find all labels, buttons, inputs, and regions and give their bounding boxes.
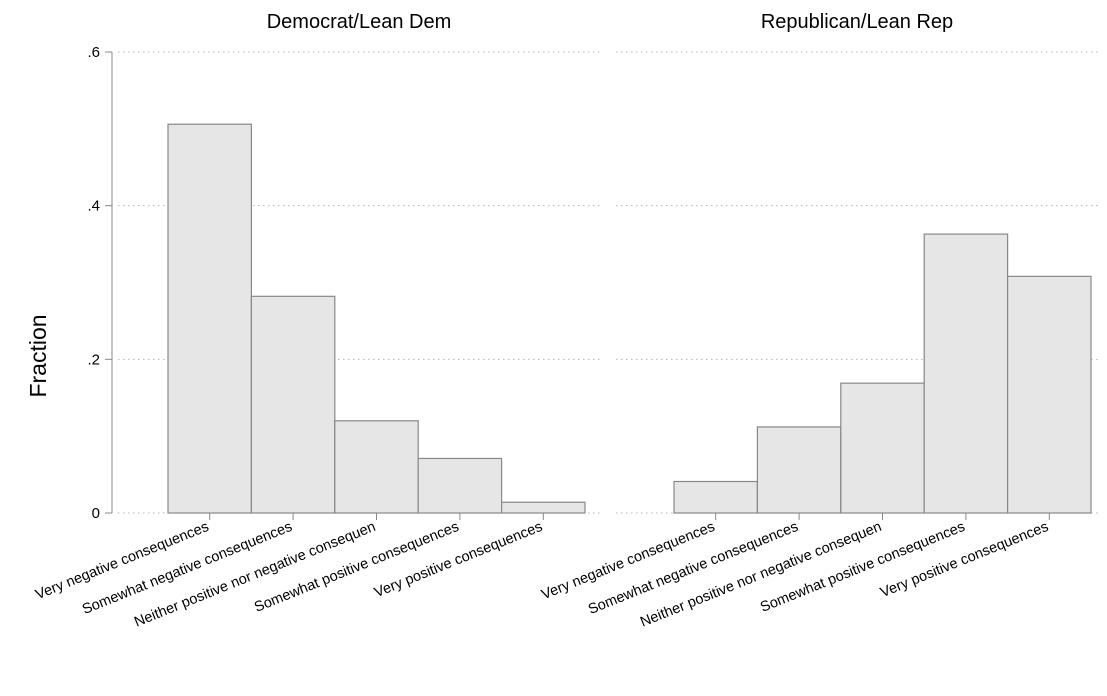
bar-2-5 [1006, 275, 1092, 514]
bar-1-5 [501, 501, 586, 514]
bar-2-1 [673, 480, 759, 514]
y-tick-label: 0 [92, 505, 100, 522]
bar-2-3 [840, 382, 925, 514]
y-axis-label: Fraction [25, 314, 51, 397]
bar-1-1 [167, 123, 253, 514]
y-tick-label: .2 [87, 351, 100, 368]
panel-title-2: Republican/Lean Rep [761, 11, 953, 33]
bar-2-4 [923, 233, 1009, 514]
bar-1-3 [334, 420, 419, 514]
y-tick-label: .6 [87, 44, 100, 61]
bar-1-4 [417, 457, 503, 514]
y-tick-label: .4 [87, 198, 100, 215]
bar-2-2 [756, 426, 842, 514]
panel-title-1: Democrat/Lean Dem [267, 11, 452, 33]
bar-1-2 [250, 295, 336, 514]
